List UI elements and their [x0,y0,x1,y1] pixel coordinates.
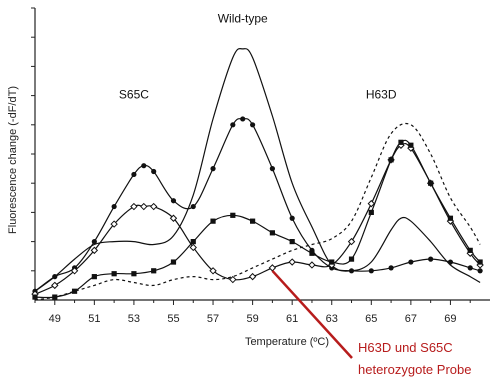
data-point-circle [447,259,454,265]
data-point-circle [428,256,434,262]
data-point-square [428,180,434,186]
data-point-square [210,218,216,224]
data-point-square [71,288,78,294]
series-line-dashed-line [34,122,481,301]
data-point-square [131,271,137,277]
annotation-line-1: H63D und S65C [358,340,453,355]
data-point-square [91,274,97,280]
data-point-square [388,157,394,163]
data-point-diamond [149,202,158,211]
data-point-diamond [209,267,217,275]
x-tick-label: 59 [246,313,258,325]
series-line-solid-line [34,47,481,292]
data-point-circle [91,239,97,245]
data-point-circle [368,268,374,274]
data-point-square [408,142,414,148]
annotation-arrow [271,269,353,359]
data-point-circle [111,203,117,210]
data-point-diamond [140,202,148,211]
series-line-line-open-diamonds [34,142,481,295]
x-tick-label: 57 [207,313,219,325]
data-point-diamond [367,199,376,208]
data-point-square [398,139,404,145]
data-point-square [467,247,473,253]
data-point-diamond [189,243,197,252]
data-point-square [111,271,117,277]
curve-label: Wild-type [218,12,268,26]
data-point-square [250,218,256,224]
x-tick-label: 51 [88,313,100,325]
data-point-circle [210,166,216,172]
data-point-circle [467,265,473,271]
data-point-diamond [268,264,277,272]
data-point-square [190,239,196,245]
data-point-diamond [229,275,237,284]
data-point-diamond [110,220,118,228]
data-point-square [329,259,335,265]
data-point-circle [269,166,275,172]
data-point-diamond [347,237,356,246]
annotation-line-2: heterozygote Probe [358,362,472,377]
data-point-circle [230,122,236,128]
data-point-diamond [51,281,59,290]
x-tick-label: 53 [128,313,140,325]
data-point-circle [408,259,414,265]
data-point-circle [52,274,58,280]
data-point-circle [170,198,177,204]
data-point-circle [190,203,196,210]
data-point-square [289,239,295,245]
data-point-square [447,215,454,221]
data-point-circle [131,171,137,178]
data-point-circle [348,268,355,274]
y-axis-label: Fluorescence change (-dF/dT) [7,86,19,234]
data-point-diamond [70,267,79,275]
x-tick-label: 63 [326,313,338,325]
data-point-circle [289,215,295,221]
data-point-circle [477,268,483,274]
x-tick-label: 67 [405,313,417,325]
data-point-diamond [248,272,257,281]
plot-frame: 49 51 53 55 57 59 61 63 65 67 69 [31,7,490,325]
data-point-square [32,294,38,300]
data-point-circle [151,168,157,175]
data-point-diamond [169,214,178,222]
data-point-diamond [308,261,316,269]
data-point-square [348,256,355,262]
curve-label: H63D [366,88,397,102]
data-point-circle [250,122,256,128]
x-tick-label: 65 [365,313,377,325]
curve-label: S65C [119,88,149,102]
data-point-square [170,259,177,265]
x-tick-label: 69 [444,313,456,325]
x-axis-label: Temperature (ºC) [245,336,329,348]
data-point-square [477,259,483,265]
data-point-square [52,294,58,300]
label-layer: Wild-type S65C H63D [119,12,397,102]
data-point-square [230,212,236,218]
data-point-diamond [90,246,99,255]
data-point-square [151,268,157,274]
x-tick-label: 55 [167,313,179,325]
series-line-line-filled-squares [34,139,481,299]
data-point-square [309,250,315,256]
x-tick-label: 61 [286,313,298,325]
x-tick-label: 49 [49,313,61,325]
data-point-circle [141,163,147,169]
data-point-square [269,230,275,236]
data-point-diamond [130,202,138,211]
data-point-diamond [288,258,296,266]
data-point-square [368,209,374,215]
data-point-circle [240,116,246,122]
marker-layer [31,116,484,300]
data-point-circle [388,265,394,271]
annotation-label: H63D und S65C heterozygote Probe [358,337,471,381]
